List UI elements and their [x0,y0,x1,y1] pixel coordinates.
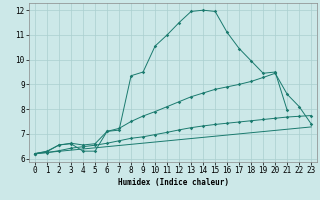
X-axis label: Humidex (Indice chaleur): Humidex (Indice chaleur) [118,178,228,187]
